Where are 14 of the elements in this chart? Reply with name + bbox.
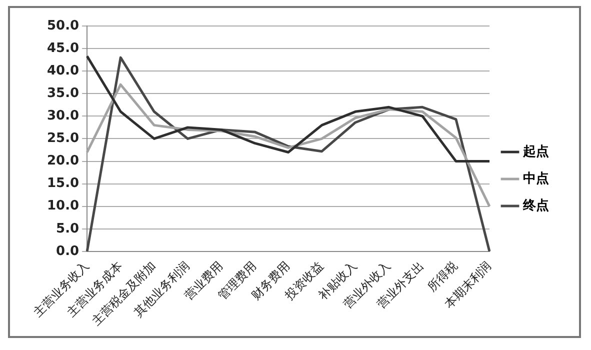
- y-tick-label: 20.0: [46, 154, 80, 169]
- y-tick-label: 15.0: [46, 176, 80, 192]
- legend-label: 中点: [523, 170, 549, 186]
- y-tick-label: 45.0: [46, 40, 80, 56]
- y-tick-label: 25.0: [46, 131, 80, 146]
- y-tick-label: 0.0: [56, 244, 80, 259]
- y-tick-label: 30.0: [46, 108, 80, 124]
- y-tick-label: 50.0: [46, 18, 80, 34]
- y-tick-label: 35.0: [46, 86, 80, 101]
- y-tick-label: 40.0: [46, 63, 80, 78]
- y-tick-label: 5.0: [56, 221, 80, 236]
- legend-label: 起点: [522, 143, 549, 160]
- legend-label: 终点: [522, 197, 549, 214]
- y-tick-label: 10.0: [46, 198, 80, 214]
